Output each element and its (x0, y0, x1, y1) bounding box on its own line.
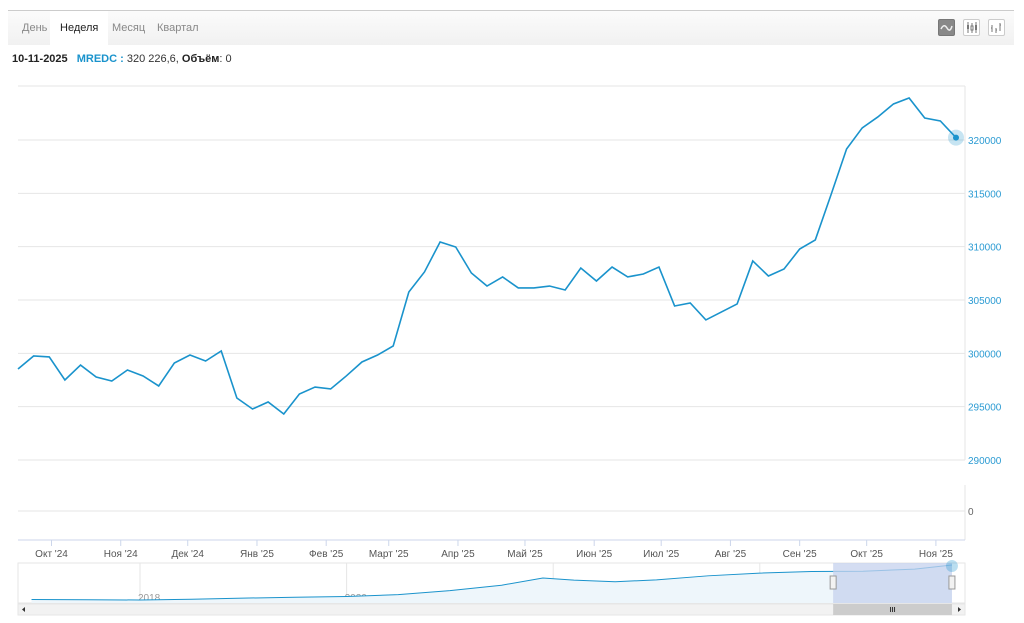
x-tick-label: Июн '25 (576, 549, 612, 560)
point-date: 10-11-2025 (12, 53, 68, 65)
x-tick-label: Июл '25 (643, 549, 680, 560)
y-tick-label: 300000 (968, 349, 1002, 360)
point-value: 320 226,6, (123, 53, 182, 65)
x-tick-label: Апр '25 (441, 549, 475, 560)
volume-value: : 0 (219, 53, 232, 65)
price-line (17, 97, 957, 416)
x-tick-label: Март '25 (369, 549, 409, 560)
scroll-right-arrow-icon[interactable] (958, 607, 961, 612)
x-tick-label: Окт '25 (850, 549, 883, 560)
navigator-line (31, 564, 952, 601)
x-tick-label: Дек '24 (171, 549, 204, 560)
x-tick-label: Фев '25 (309, 549, 344, 560)
volume-tick-label: 0 (968, 507, 974, 518)
hover-marker (953, 134, 959, 141)
scroll-left-arrow-icon[interactable] (22, 607, 25, 612)
point-info: 10-11-2025 MREDC : 320 226,6, Объём: 0 (12, 53, 232, 65)
x-tick-label: Май '25 (507, 549, 543, 560)
x-tick-label: Ноя '25 (919, 549, 953, 560)
x-tick-label: Ноя '24 (104, 549, 138, 560)
navigator-end-halo (945, 560, 958, 572)
y-tick-label: 310000 (968, 243, 1002, 254)
x-tick-label: Окт '24 (35, 549, 68, 560)
ohlc-chart-icon[interactable] (988, 19, 1005, 36)
symbol-name: MREDC : (76, 53, 124, 65)
y-tick-label: 315000 (968, 189, 1002, 200)
y-tick-label: 305000 (968, 296, 1002, 307)
navigator-area (31, 565, 952, 603)
scrollbar-grip-icon (890, 607, 896, 612)
navigator-left-handle[interactable] (829, 575, 837, 590)
tab-week[interactable]: Неделя (50, 11, 109, 45)
x-tick-label: Сен '25 (783, 549, 818, 560)
y-tick-label: 295000 (968, 403, 1002, 414)
navigator-selection (833, 563, 952, 603)
period-toolbar: День Неделя Месяц Квартал (8, 10, 1014, 45)
tab-day[interactable]: День (22, 22, 48, 34)
navigator-right-handle[interactable] (948, 575, 956, 590)
navigator-year-label: 2018 (138, 593, 161, 604)
y-tick-label: 290000 (968, 456, 1002, 467)
y-tick-label: 320000 (968, 136, 1002, 147)
x-tick-label: Янв '25 (240, 549, 274, 560)
tab-quarter[interactable]: Квартал (157, 22, 199, 34)
candlestick-chart-icon[interactable] (963, 19, 980, 36)
volume-label: Объём (181, 53, 220, 65)
x-tick-label: Авг '25 (715, 549, 747, 560)
line-chart-icon[interactable] (938, 19, 955, 36)
scrollbar-track[interactable] (17, 603, 966, 616)
tab-month[interactable]: Месяц (112, 22, 146, 34)
